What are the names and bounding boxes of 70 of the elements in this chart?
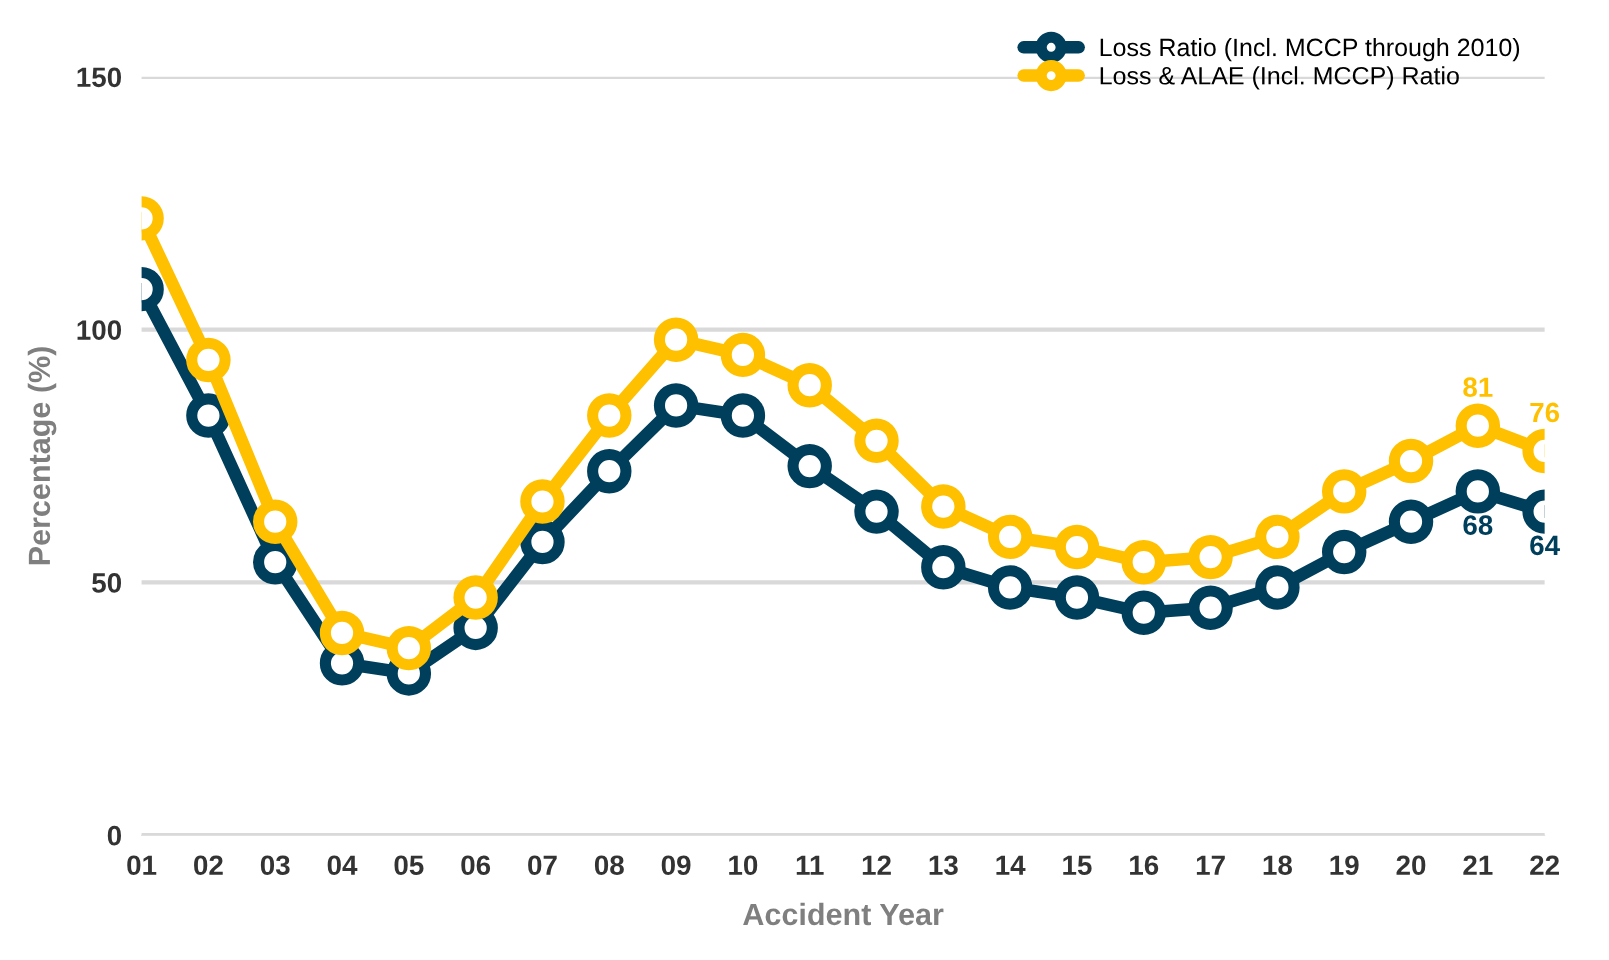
point [1054, 575, 1100, 620]
point [854, 418, 899, 464]
legend-label: Loss & ALAE (Incl. MCCP) Ratio [1100, 66, 1459, 90]
point [987, 514, 1033, 560]
point [587, 448, 632, 494]
x-tick-label: 08 [594, 855, 624, 876]
x-tick-label: 07 [528, 855, 557, 876]
x-tick-label: 05 [394, 855, 424, 876]
x-tick-label: 03 [260, 855, 290, 876]
point [386, 625, 432, 671]
y-tick-label: 150 [77, 67, 122, 88]
x-tick-label: 01 [127, 855, 157, 876]
point [319, 610, 365, 656]
x-tick-label: 10 [729, 855, 758, 876]
x-tick-label: 19 [1330, 855, 1359, 876]
point [720, 332, 766, 378]
x-tick-label: 18 [1263, 855, 1292, 876]
point [1255, 565, 1300, 610]
x-tick-label: 12 [862, 855, 891, 875]
x-tick-label: 22 [1530, 855, 1559, 875]
x-tick-label: 21 [1463, 855, 1493, 875]
point [921, 545, 966, 590]
point [1455, 403, 1501, 448]
point [987, 565, 1033, 610]
y-tick-label: 50 [92, 573, 122, 593]
point [720, 393, 766, 438]
point [520, 519, 565, 565]
point [186, 393, 231, 438]
data-label: 76 [1530, 402, 1560, 423]
point [1054, 524, 1100, 570]
point [653, 383, 699, 428]
legend-label: Loss Ratio (Incl. MCCP through 2010) [1100, 37, 1520, 62]
point [787, 362, 832, 408]
data-label: 81 [1463, 377, 1493, 398]
x-tick-label: 20 [1396, 855, 1426, 876]
x-tick-label: 11 [796, 855, 824, 875]
data-label: 68 [1463, 515, 1493, 535]
x-tick-label: 15 [1063, 855, 1092, 876]
point [587, 393, 632, 438]
point [1255, 514, 1300, 560]
x-tick-label: 16 [1130, 855, 1159, 876]
point [787, 443, 832, 489]
x-tick-label: 06 [461, 855, 491, 876]
point [1121, 539, 1166, 585]
point [186, 337, 231, 383]
x-tick-label: 02 [194, 855, 223, 876]
point [1388, 438, 1434, 484]
x-tick-label: 09 [661, 855, 691, 876]
point [1188, 534, 1233, 580]
x-tick-label: 14 [996, 855, 1026, 875]
y-tick-label: 0 [107, 825, 122, 846]
point [653, 317, 699, 362]
data-label: 64 [1530, 535, 1560, 556]
point [1321, 529, 1367, 575]
point [520, 479, 565, 524]
point [1455, 469, 1501, 514]
x-axis-title: Accident Year [743, 902, 944, 926]
point [453, 575, 498, 620]
point [1388, 499, 1434, 544]
x-tick-label: 17 [1196, 855, 1225, 875]
y-axis-title: Percentage (%) [27, 347, 57, 565]
point [252, 499, 298, 544]
point [854, 489, 899, 534]
y-tick-label: 100 [77, 320, 122, 340]
point [921, 484, 966, 529]
point [1121, 590, 1166, 635]
point [1321, 469, 1367, 514]
point [1188, 585, 1233, 630]
x-tick-label: 13 [929, 855, 958, 876]
x-tick-label: 04 [327, 855, 358, 876]
